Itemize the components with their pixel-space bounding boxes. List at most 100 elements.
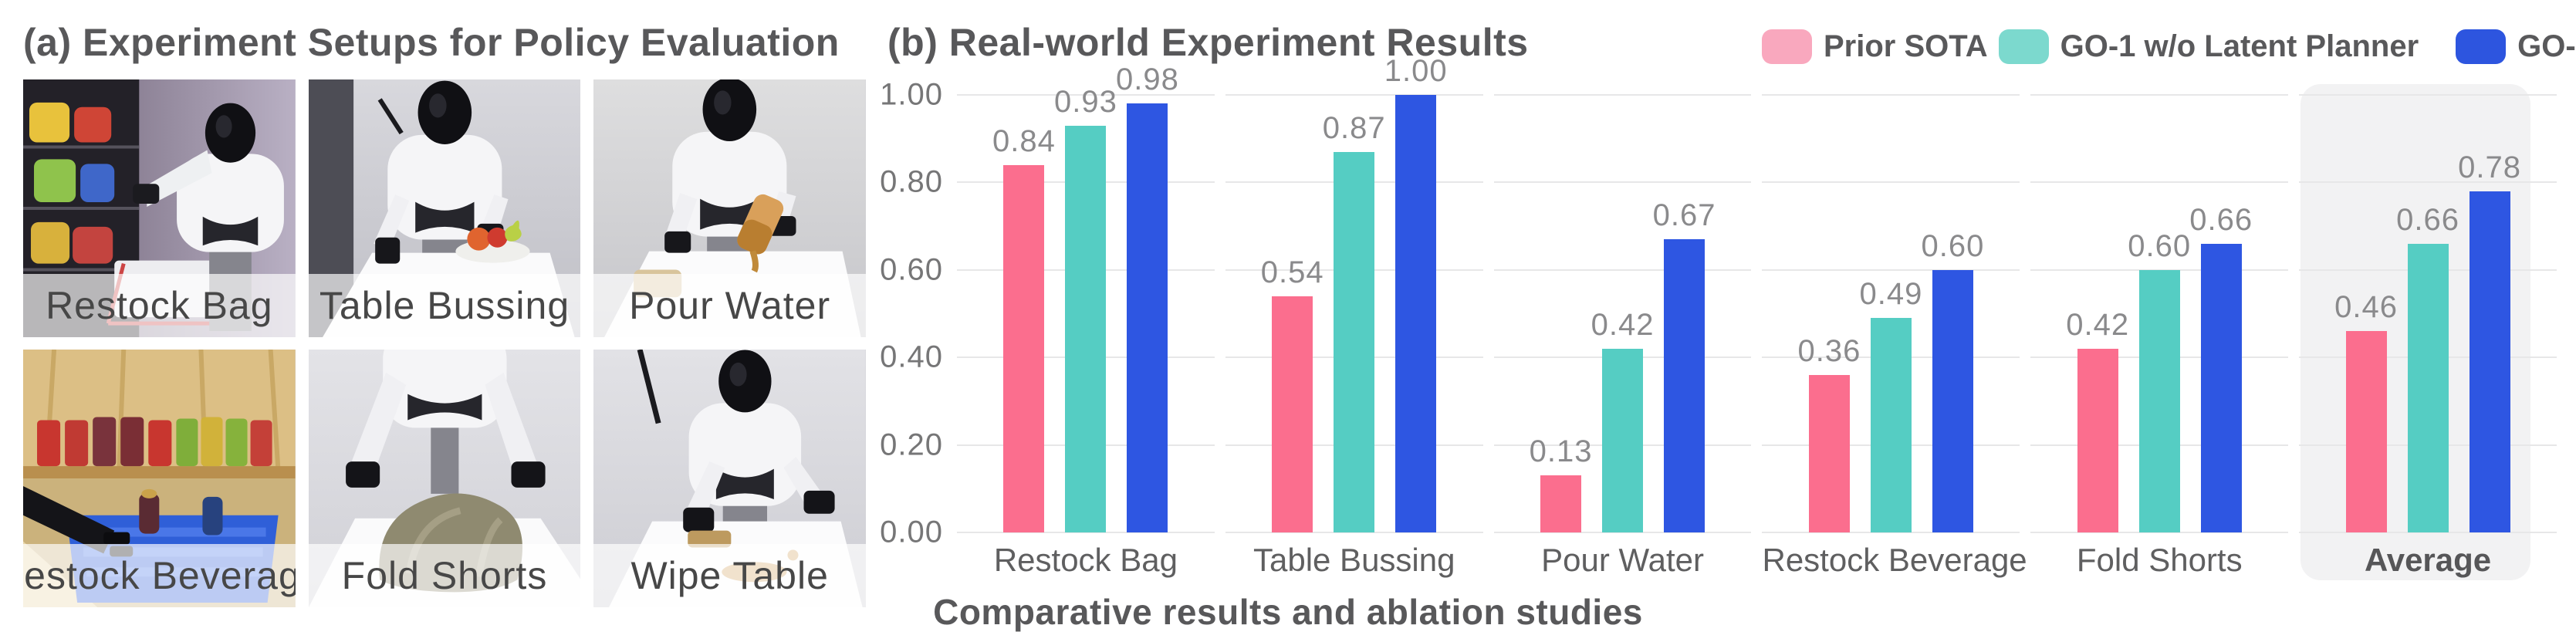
photo-label: Restock Beverage xyxy=(23,554,296,597)
photo-wipe-table: Wipe Table xyxy=(593,350,866,607)
y-axis-tick-0.00: 0.00 xyxy=(880,515,943,549)
photo-label: Table Bussing xyxy=(319,284,570,327)
bar-rect xyxy=(1272,296,1313,532)
bar-rect xyxy=(1808,374,1850,532)
bar-rect xyxy=(1602,348,1644,532)
bar-value-label: 0.67 xyxy=(1652,198,1716,233)
bar-cluster: 0.84 0.93 0.98 xyxy=(957,63,1215,532)
bar-group-table-bussing: 0.54 0.87 1.00 Table Bussing xyxy=(1225,54,1483,578)
photo-table-bussing: Table Bussing xyxy=(308,79,581,337)
bar-group-restock-beverage: 0.36 0.49 0.60 Restock Beverage xyxy=(1762,94,2027,578)
bar-value-label: 0.84 xyxy=(992,123,1056,158)
bar-rect xyxy=(1540,475,1582,532)
bar-value-label: 0.66 xyxy=(2189,202,2253,237)
bar-go-1-w/o-latent-planner-restock-beverage: 0.49 xyxy=(1859,277,1922,532)
x-axis-label-fold-shorts: Fold Shorts xyxy=(2076,542,2243,578)
bar-go-1-table-bussing: 1.00 xyxy=(1384,54,1447,532)
photo-fold-shorts: Fold Shorts xyxy=(308,350,581,607)
bar-go-1-w/o-latent-planner-average: 0.66 xyxy=(2396,203,2459,532)
gridline xyxy=(2299,181,2557,184)
gridline xyxy=(2030,532,2289,533)
gridline xyxy=(1493,181,1752,184)
y-axis-tick-0.20: 0.20 xyxy=(880,427,943,462)
bar-prior-sota-average: 0.46 xyxy=(2334,290,2397,532)
bar-value-label: 0.87 xyxy=(1322,110,1386,145)
bar-rect xyxy=(1932,269,1973,532)
bar-cluster: 0.42 0.60 0.66 xyxy=(2030,95,2288,532)
bar-group-average: 0.46 0.66 0.78 Average xyxy=(2299,84,2557,580)
legend-swatch-prior-sota xyxy=(1762,29,1812,64)
bar-value-label: 0.93 xyxy=(1053,84,1117,119)
bar-go-1-w/o-latent-planner-pour-water: 0.42 xyxy=(1591,308,1653,532)
bar-rect xyxy=(1334,151,1375,532)
photo-label-band: Fold Shorts xyxy=(308,544,581,607)
panel-b-title: (b) Real-world Experiment Results xyxy=(887,21,1529,64)
photo-restock-beverage: Restock Beverage xyxy=(23,350,296,607)
photo-pour-water: Pour Water xyxy=(593,79,866,337)
bar-rect xyxy=(2469,191,2510,532)
gridline xyxy=(1493,269,1752,271)
bar-value-label: 0.49 xyxy=(1859,277,1923,312)
bar-rect xyxy=(1664,239,1706,532)
bar-rect xyxy=(2138,269,2180,532)
bar-value-label: 1.00 xyxy=(1384,54,1448,88)
bar-rect xyxy=(2407,243,2449,532)
bar-go-1-restock-bag: 0.98 xyxy=(1116,63,1178,532)
y-axis-tick-0.40: 0.40 xyxy=(880,340,943,374)
bar-chart-plot-area: 0.84 0.93 0.98 Restock Bag 0.54 0.87 1.00 Table… xyxy=(957,54,2557,580)
bar-value-label: 0.36 xyxy=(1797,333,1861,368)
bar-rect xyxy=(2077,348,2118,532)
x-axis-label-restock-bag: Restock Bag xyxy=(993,542,1178,578)
bar-value-label: 0.42 xyxy=(1591,307,1655,342)
legend-item-prior-sota: Prior SOTA xyxy=(1762,29,1988,64)
gridline xyxy=(2030,269,2289,271)
bar-go-1-pour-water: 0.67 xyxy=(1653,198,1715,532)
panel-a-title: (a) Experiment Setups for Policy Evaluat… xyxy=(23,21,840,64)
bar-prior-sota-pour-water: 0.13 xyxy=(1530,434,1591,532)
y-axis-tick-labels: 0.00 0.20 0.40 0.60 0.80 1.00 xyxy=(835,78,943,549)
photo-restock-bag: Restock Bag xyxy=(23,79,296,337)
photo-label-band: Restock Bag xyxy=(23,274,296,337)
bar-go-1-w/o-latent-planner-restock-bag: 0.93 xyxy=(1054,85,1117,532)
bar-cluster: 0.46 0.66 0.78 xyxy=(2299,95,2557,532)
legend-swatch-go1 xyxy=(2456,29,2507,64)
bar-go-1-restock-beverage: 0.60 xyxy=(1921,229,1983,532)
bar-rect xyxy=(1395,95,1437,532)
bar-value-label: 0.54 xyxy=(1260,255,1324,289)
bar-prior-sota-table-bussing: 0.54 xyxy=(1261,255,1323,532)
gridline xyxy=(957,94,1215,96)
legend-label: Prior SOTA xyxy=(1824,29,1988,63)
legend-swatch-go1-wo-latent-planner xyxy=(1998,29,2049,64)
bar-cluster: 0.13 0.42 0.67 xyxy=(1494,95,1752,532)
bar-rect xyxy=(2200,243,2242,532)
legend-label: GO-1 w/o Latent Planner xyxy=(2060,29,2419,63)
bar-value-label: 0.98 xyxy=(1115,63,1179,97)
bar-value-label: 0.46 xyxy=(2334,290,2398,325)
gridline xyxy=(1225,94,1483,96)
x-axis-label-table-bussing: Table Bussing xyxy=(1253,542,1455,578)
bar-group-restock-bag: 0.84 0.93 0.98 Restock Bag xyxy=(957,63,1215,578)
chart-legend: Prior SOTA GO-1 w/o Latent Planner GO-1 xyxy=(1762,29,2576,64)
gridline xyxy=(2030,94,2289,96)
bar-rect xyxy=(1003,164,1045,532)
bar-rect xyxy=(1065,125,1107,532)
x-axis-label-pour-water: Pour Water xyxy=(1541,542,1704,578)
bar-value-label: 0.60 xyxy=(2128,228,2192,263)
bar-go-1-w/o-latent-planner-table-bussing: 0.87 xyxy=(1323,111,1385,532)
gridline xyxy=(1762,532,2020,533)
gridline xyxy=(2299,532,2557,533)
photo-label-band: Table Bussing xyxy=(308,274,581,337)
y-axis-tick-1.00: 1.00 xyxy=(880,77,943,112)
photo-label-band: Restock Beverage xyxy=(23,544,296,607)
photo-label: Pour Water xyxy=(629,284,831,327)
bar-group-pour-water: 0.13 0.42 0.67 Pour Water xyxy=(1493,94,1752,578)
photo-label-band: Pour Water xyxy=(593,274,866,337)
bar-rect xyxy=(2345,331,2387,532)
gridline xyxy=(1762,181,2020,184)
bar-go-1-average: 0.78 xyxy=(2458,150,2520,532)
gridline xyxy=(1762,269,2020,271)
bar-cluster: 0.36 0.49 0.60 xyxy=(1762,95,2020,532)
bar-group-fold-shorts: 0.42 0.60 0.66 Fold Shorts xyxy=(2030,94,2289,578)
photo-label: Wipe Table xyxy=(630,554,829,597)
